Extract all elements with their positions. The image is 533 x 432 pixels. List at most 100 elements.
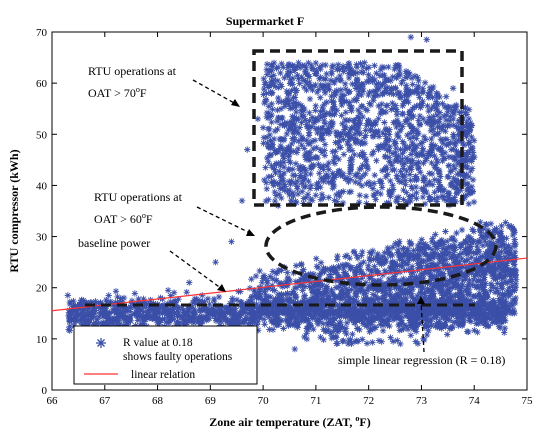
data-point [391,295,399,302]
data-point [369,301,376,308]
data-point [277,121,285,128]
data-point [268,118,275,126]
data-point [109,306,116,314]
data-point [354,170,362,177]
data-point [278,290,285,298]
data-point [410,133,417,140]
data-point [428,260,436,267]
data-point [452,198,459,205]
data-point [337,172,344,179]
data-point [330,333,337,341]
data-point [357,266,364,273]
data-point [312,153,319,161]
data-point [414,84,421,91]
data-point [469,145,476,152]
data-point [77,317,84,324]
data-point [362,132,369,139]
data-point [426,193,433,200]
data-point [335,293,343,301]
data-point [279,150,286,158]
data-point [465,106,473,113]
data-point [484,311,492,319]
data-point [319,314,327,321]
data-point [469,153,476,161]
data-point [287,80,294,87]
data-point [180,319,187,327]
data-point [416,265,423,273]
data-point [286,320,293,327]
data-point [494,304,502,312]
data-point [493,319,501,326]
data-point [386,154,393,161]
data-point [387,265,394,273]
data-point [267,73,275,80]
data-point [92,300,99,308]
data-point [414,255,421,263]
data-point [97,310,104,318]
data-point [305,297,313,304]
data-point [286,105,294,112]
data-point [395,153,402,160]
data-point [159,295,166,303]
data-point [375,115,382,122]
data-point [408,166,415,173]
data-point [451,279,459,286]
data-point [363,180,370,188]
data-point [450,162,457,170]
data-point [300,84,308,91]
data-point [267,113,274,120]
data-point [475,316,482,323]
data-point [112,299,119,306]
data-point [88,315,95,322]
data-point [506,308,513,316]
data-point [509,309,516,317]
data-point [267,151,275,158]
data-point [306,95,314,103]
data-point [470,198,478,206]
data-point [417,289,424,296]
data-point [190,319,198,327]
data-point [412,160,420,167]
data-point [417,140,425,147]
data-point [404,157,411,165]
data-point [413,273,420,281]
data-point [403,92,411,99]
data-point [377,106,385,114]
data-point [268,78,275,85]
data-point [240,319,247,327]
data-point [357,175,364,182]
data-point [339,170,347,178]
data-point [453,261,461,268]
data-point [336,72,344,80]
data-point [315,273,323,281]
data-point [353,293,360,300]
data-point [395,178,403,185]
data-point [280,64,287,71]
data-point [340,306,347,314]
data-point [447,139,454,146]
data-point [408,305,416,312]
data-point [323,127,331,134]
data-point [462,263,470,271]
data-point [411,313,419,320]
data-point [333,89,340,97]
data-point [270,308,277,316]
data-point [386,250,393,257]
data-point [380,292,388,299]
data-point [252,315,259,322]
data-point [329,62,337,69]
data-point [256,314,263,321]
data-point [366,303,373,310]
data-point [462,257,470,265]
data-point [424,300,432,307]
data-point [464,291,471,298]
data-point [377,66,384,74]
data-point [315,161,322,168]
data-point [354,314,361,322]
data-point [506,278,514,285]
data-point [325,273,333,281]
data-point [298,73,305,81]
data-point [442,282,449,289]
data-point [382,257,390,265]
data-point [408,263,416,270]
